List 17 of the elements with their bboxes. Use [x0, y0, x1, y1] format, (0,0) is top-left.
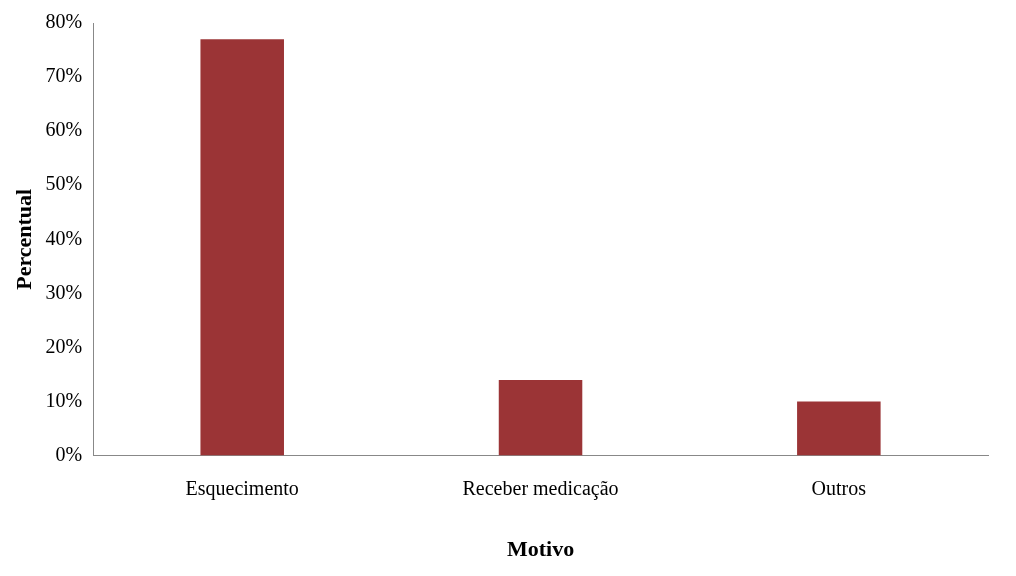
y-tick-label: 10% [45, 388, 83, 411]
y-tick-label: 30% [45, 280, 83, 303]
y-axis-title: Percentual [10, 188, 36, 290]
y-tick-label: 60% [45, 118, 83, 141]
y-tick-label: 70% [45, 64, 83, 87]
bar [498, 379, 583, 456]
x-tick-label: Esquecimento [185, 476, 299, 500]
x-axis-title: Motivo [506, 536, 575, 562]
y-tick-label: 50% [45, 172, 83, 195]
x-tick-label: Outros [811, 476, 867, 499]
y-tick-label: 20% [45, 334, 83, 357]
bar [200, 39, 284, 456]
y-tick-label: 80% [45, 10, 83, 33]
x-tick-label: Receber medicação [462, 476, 619, 500]
y-tick-label: 0% [55, 442, 83, 465]
y-tick-label: 40% [45, 226, 83, 249]
bar [797, 401, 881, 456]
